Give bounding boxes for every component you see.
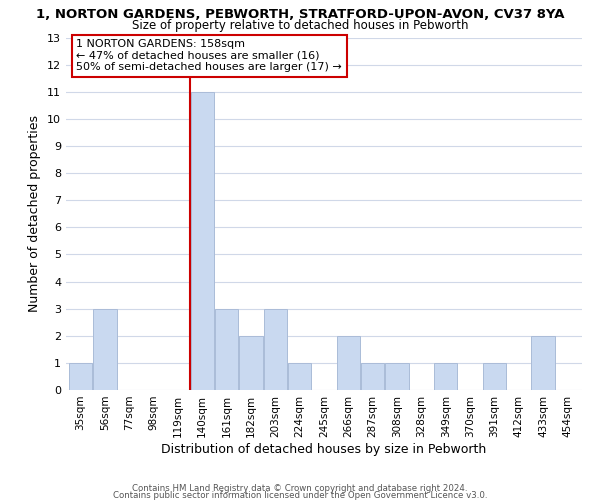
Text: 1, NORTON GARDENS, PEBWORTH, STRATFORD-UPON-AVON, CV37 8YA: 1, NORTON GARDENS, PEBWORTH, STRATFORD-U… [36, 8, 564, 20]
Text: 1 NORTON GARDENS: 158sqm
← 47% of detached houses are smaller (16)
50% of semi-d: 1 NORTON GARDENS: 158sqm ← 47% of detach… [76, 40, 342, 72]
Text: Size of property relative to detached houses in Pebworth: Size of property relative to detached ho… [132, 19, 468, 32]
Bar [94, 308, 116, 390]
Bar [483, 363, 506, 390]
Bar [532, 336, 554, 390]
Bar [385, 363, 409, 390]
Bar [434, 363, 457, 390]
Text: Contains public sector information licensed under the Open Government Licence v3: Contains public sector information licen… [113, 491, 487, 500]
Bar [337, 336, 360, 390]
Bar [69, 363, 92, 390]
Bar [215, 308, 238, 390]
X-axis label: Distribution of detached houses by size in Pebworth: Distribution of detached houses by size … [161, 442, 487, 456]
Bar [288, 363, 311, 390]
Bar [361, 363, 384, 390]
Bar [191, 92, 214, 390]
Bar [264, 308, 287, 390]
Y-axis label: Number of detached properties: Number of detached properties [28, 116, 41, 312]
Text: Contains HM Land Registry data © Crown copyright and database right 2024.: Contains HM Land Registry data © Crown c… [132, 484, 468, 493]
Bar [239, 336, 263, 390]
